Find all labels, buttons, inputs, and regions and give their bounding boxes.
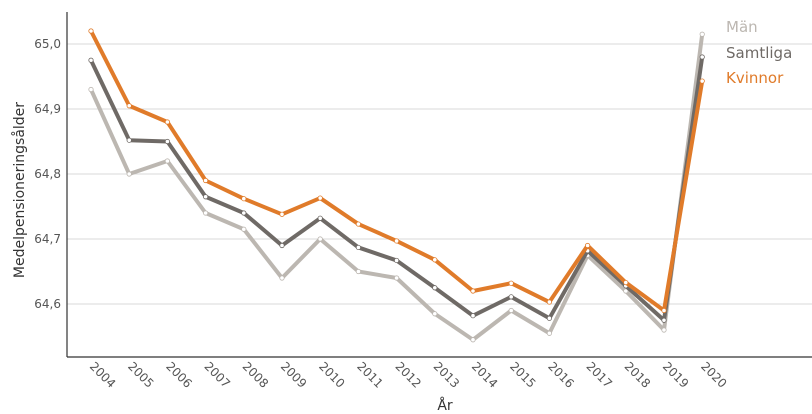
data-point (317, 215, 323, 221)
y-axis-title: Medelpensioneringsålder (11, 102, 28, 278)
data-point (584, 242, 591, 249)
data-point (432, 311, 438, 317)
x-tick-label: 2014 (469, 359, 500, 390)
data-point (241, 196, 247, 202)
data-point (470, 288, 476, 294)
data-point (508, 307, 514, 314)
data-point (317, 195, 323, 201)
x-tick-label: 2008 (240, 359, 271, 390)
x-tick-label: 2019 (660, 359, 691, 390)
data-point (126, 171, 132, 177)
y-tick-label: 64,8 (34, 167, 61, 181)
data-point (88, 57, 94, 63)
x-tick-label: 2015 (507, 359, 538, 390)
y-tick-label: 64,7 (34, 232, 61, 246)
data-point (623, 279, 629, 286)
data-point (393, 257, 400, 264)
data-point (355, 221, 361, 227)
data-point (661, 307, 667, 314)
data-point (470, 337, 476, 343)
legend: Män Samtliga Kvinnor (726, 18, 792, 87)
data-point (88, 28, 94, 34)
y-tick-label: 65,0 (34, 37, 61, 51)
data-point (88, 86, 94, 93)
y-tick-label: 64,9 (34, 102, 61, 116)
data-point (279, 275, 285, 281)
data-point (279, 242, 285, 249)
data-point (661, 327, 667, 333)
legend-label: Män (726, 18, 758, 36)
data-point (393, 238, 400, 244)
series-lines (88, 28, 705, 343)
data-point (203, 194, 209, 200)
data-point (279, 211, 285, 217)
data-point (393, 275, 400, 281)
data-point (546, 330, 553, 336)
data-point (432, 285, 438, 291)
x-tick-label: 2005 (125, 359, 156, 390)
data-point (355, 244, 361, 251)
x-tick-label: 2016 (545, 359, 576, 390)
data-point (164, 138, 170, 145)
x-tick-label: 2020 (698, 359, 729, 390)
data-point (699, 31, 705, 37)
x-tick-label: 2006 (163, 359, 194, 390)
data-point (203, 210, 209, 216)
x-axis: 2004 2005 2006 2007 2008 2009 2010 2011 2012 2013… (67, 356, 812, 391)
y-tick-label: 64,6 (34, 297, 61, 311)
data-point (126, 137, 132, 143)
x-tick-label: 2017 (583, 359, 614, 390)
data-point (355, 268, 361, 275)
x-tick-label: 2009 (278, 359, 309, 390)
x-tick-label: 2004 (87, 359, 118, 390)
data-point (470, 313, 476, 319)
data-point (508, 280, 514, 286)
x-axis-title: År (437, 397, 453, 414)
x-tick-label: 2007 (201, 359, 232, 390)
data-point (699, 78, 705, 84)
data-point (546, 315, 553, 321)
x-tick-label: 2012 (392, 359, 423, 390)
data-point (317, 236, 323, 242)
x-tick-label: 2018 (622, 359, 653, 390)
data-point (164, 158, 170, 164)
data-point (241, 226, 247, 232)
series-line (89, 32, 705, 342)
y-axis: 64,6 64,7 64,8 64,9 65,0 (34, 12, 68, 357)
legend-label: Kvinnor (726, 69, 784, 87)
data-point (164, 119, 170, 125)
data-point (126, 103, 132, 109)
data-point (203, 177, 209, 184)
data-point (508, 294, 514, 300)
data-point (623, 288, 629, 294)
series-line (89, 55, 705, 323)
data-point (241, 210, 247, 216)
data-point (432, 257, 438, 263)
legend-label: Samtliga (726, 44, 792, 62)
data-point (699, 54, 705, 60)
data-point (546, 299, 553, 305)
x-tick-label: 2011 (354, 359, 385, 390)
data-point (661, 317, 667, 323)
series-line (89, 29, 705, 313)
x-tick-label: 2010 (316, 359, 347, 390)
x-tick-label: 2013 (431, 359, 462, 390)
